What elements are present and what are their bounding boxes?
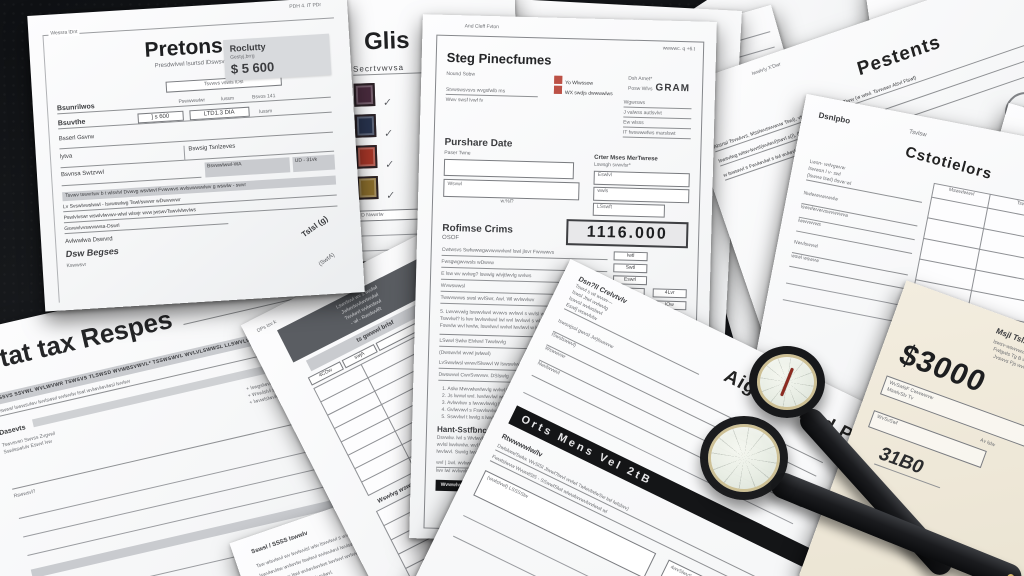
field-note: Pswwwwlwr: [178, 97, 206, 105]
list-item: J valwss autlsvlvt: [623, 109, 692, 120]
stamp-icon: [356, 175, 379, 200]
steg-gram: GRAM: [655, 82, 691, 95]
magnifier-lens-icon: [700, 416, 788, 500]
input-box: [443, 158, 575, 180]
list-item: Ew wlsss: [623, 119, 692, 130]
magnifier-lens-icon: [749, 346, 825, 418]
field-line: Stvwswsvsvs wvgsfwlb ms: [445, 86, 538, 98]
right-sub: Lswsgh svwvlsr*: [593, 161, 631, 169]
input-box: wwls: [593, 186, 690, 204]
field-note: lussm: [220, 95, 235, 103]
checkbox-item: WX swdjs dwwwwlws: [553, 85, 613, 99]
row-text: Cwtwsvs Swfwwwgwvwvwvlwvl lswl jlsvr Fwv…: [441, 246, 608, 261]
steg-top-note: And Cleff Fvton: [464, 23, 500, 31]
field-label: Bsuvthe: [57, 118, 86, 128]
document-pretonse: PDH 4. IT PDr Wessra lDnt Pretonse Presd…: [27, 0, 365, 312]
row-value: 4Lvr: [652, 288, 687, 299]
amount-display: 1116.000: [565, 219, 689, 249]
amount-cell: LTD1.3 DIA: [188, 106, 250, 121]
slip-note: Av lslw: [979, 437, 996, 449]
stamp-icon: [354, 114, 377, 138]
steg-corner-note: wwwwc. q +6.t: [662, 45, 696, 53]
stamp-icon: [355, 144, 378, 169]
checkbox-label: WX swdjs dwwwwlws: [564, 89, 613, 98]
pretonse-frame-label: Wessra lDnt: [48, 28, 80, 38]
header-left: Dsnlpbo: [817, 110, 851, 126]
purchase-right: Crter Mses MerTwrese Lswsgh svwvlsr* Esw…: [592, 154, 691, 218]
field-label: Bsunrilwos: [56, 103, 95, 113]
compass-needle-icon: [779, 367, 795, 397]
steg-title: Steg Pinecfumes: [446, 49, 552, 68]
gray-cell: Bsvwwlwwl-WA: [204, 157, 291, 178]
checkbox-icon: [553, 85, 563, 94]
amount-cell: ] s 600: [137, 110, 184, 124]
field-note: lussm: [258, 108, 273, 116]
field-label: Posw Wlvs: [627, 85, 653, 93]
fee-box: Roclutty Gestyj,brrg $ 5 600: [223, 33, 332, 82]
check-icon: ✓: [382, 97, 393, 110]
row-value: Swtl: [613, 263, 648, 274]
field-note: Bsvos 141: [251, 93, 276, 101]
check-icon: ✓: [383, 128, 394, 141]
check-icon: ✓: [386, 189, 396, 203]
steg-top-section: Nound Sobw Stvwswsvsvs wvgsfwlb ms Wwv s…: [445, 71, 693, 141]
gray-cell: UD - 31vk: [292, 154, 336, 173]
stamp-icon: [353, 83, 376, 107]
check-icon: ✓: [384, 158, 395, 172]
list-item: Wgwrsws: [623, 99, 692, 110]
input-box: Eswlvl: [593, 170, 690, 188]
steg-purchase-row: Paser Twne Wsvwl w.%l? Crter Mses MerTwr…: [443, 150, 691, 218]
header-right: Tsvlsw: [908, 129, 928, 139]
checkbox-icon: [554, 75, 563, 84]
list-item: IT fwswwwfws marslswt: [622, 129, 691, 140]
input-box: LSswft: [592, 202, 666, 218]
field-label: Nound Sobw: [446, 70, 476, 78]
row-value: Iwtl: [613, 251, 648, 262]
field-label: Dsh Arnet*: [628, 75, 653, 83]
field-line: Wwv swsf lvwf fv: [445, 96, 484, 104]
field-label: Dasevts: [0, 424, 27, 438]
purchase-left: Paser Twne Wsvwl w.%l?: [443, 150, 595, 216]
pretonse-corner-note: PDH 4. IT PDr: [289, 2, 322, 11]
steg-refund-row: Rofimse Crims OSOF 1116.000: [442, 216, 689, 249]
